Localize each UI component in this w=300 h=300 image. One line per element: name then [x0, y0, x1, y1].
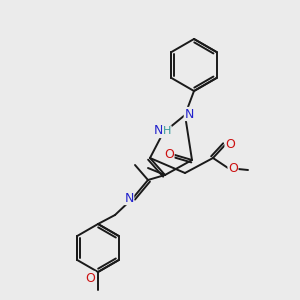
- Text: O: O: [225, 137, 235, 151]
- Text: N: N: [184, 107, 194, 121]
- Text: O: O: [164, 148, 174, 160]
- Text: N: N: [124, 191, 134, 205]
- Text: N: N: [153, 124, 163, 137]
- Text: O: O: [228, 161, 238, 175]
- Text: H: H: [163, 126, 171, 136]
- Text: O: O: [85, 272, 95, 284]
